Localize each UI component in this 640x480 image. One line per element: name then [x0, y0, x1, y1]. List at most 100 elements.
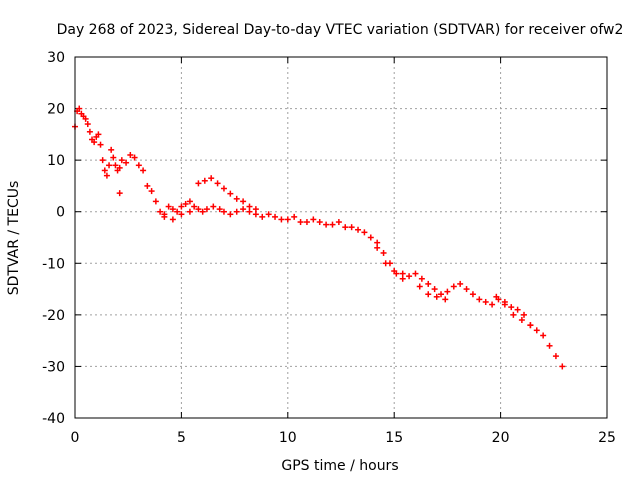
- y-tick-label: 30: [47, 50, 65, 66]
- y-axis-label: SDTVAR / TECUs: [6, 181, 22, 296]
- data-point: [374, 239, 381, 246]
- data-point: [527, 322, 534, 329]
- data-point: [112, 162, 119, 169]
- data-point: [342, 224, 349, 231]
- data-point: [103, 172, 110, 179]
- data-point: [457, 280, 464, 287]
- data-point: [442, 296, 449, 303]
- data-point: [227, 211, 234, 218]
- x-tick-label: 20: [492, 430, 510, 446]
- data-point: [399, 275, 406, 282]
- data-point: [201, 177, 208, 184]
- data-point: [418, 275, 425, 282]
- data-point: [240, 206, 247, 213]
- data-point: [406, 273, 413, 280]
- axis-ticks: 0 5 10 15 20 25 -40 -30 -20 -10 0 10 20 30: [42, 50, 616, 446]
- data-point: [91, 139, 98, 146]
- y-tick-label: -20: [42, 308, 65, 324]
- x-tick-label: 5: [177, 430, 186, 446]
- data-point: [152, 198, 159, 205]
- data-point: [438, 291, 445, 298]
- data-point: [518, 317, 525, 324]
- data-point: [521, 311, 528, 318]
- x-tick-label: 0: [71, 430, 80, 446]
- data-point: [161, 211, 168, 218]
- data-point: [425, 291, 432, 298]
- data-point: [82, 115, 89, 122]
- data-point: [482, 298, 489, 305]
- y-tick-label: 0: [56, 205, 65, 221]
- data-point: [291, 213, 298, 220]
- data-point: [310, 216, 317, 223]
- data-point: [493, 293, 500, 300]
- data-point: [233, 208, 240, 215]
- data-point: [106, 162, 113, 169]
- y-tick-label: 10: [47, 153, 65, 169]
- data-point: [355, 226, 362, 233]
- data-point: [476, 296, 483, 303]
- data-point: [178, 211, 185, 218]
- data-point: [382, 260, 389, 267]
- data-point: [399, 270, 406, 277]
- data-point: [216, 206, 223, 213]
- data-point: [220, 185, 227, 192]
- data-point: [514, 306, 521, 313]
- chart-title: Day 268 of 2023, Sidereal Day-to-day VTE…: [57, 22, 624, 38]
- data-point: [220, 208, 227, 215]
- data-point: [412, 270, 419, 277]
- data-point: [140, 167, 147, 174]
- data-point: [182, 200, 189, 207]
- data-point: [84, 121, 91, 128]
- data-point: [323, 221, 330, 228]
- data-point: [203, 206, 210, 213]
- data-point: [246, 208, 253, 215]
- data-point: [123, 159, 130, 166]
- data-point: [118, 157, 125, 164]
- data-point: [214, 180, 221, 187]
- data-point: [431, 286, 438, 293]
- data-point: [510, 311, 517, 318]
- data-point: [208, 175, 215, 182]
- x-axis-label: GPS time / hours: [281, 458, 398, 474]
- data-point: [335, 219, 342, 226]
- data-point: [131, 154, 138, 161]
- data-point: [425, 280, 432, 287]
- data-point: [116, 164, 123, 171]
- data-point: [374, 244, 381, 251]
- data-point: [195, 180, 202, 187]
- data-points: [72, 105, 566, 370]
- data-point: [552, 353, 559, 360]
- data-point: [240, 198, 247, 205]
- data-point: [127, 151, 134, 158]
- data-point: [278, 216, 285, 223]
- data-point: [97, 141, 104, 148]
- data-point: [433, 293, 440, 300]
- data-point: [174, 208, 181, 215]
- y-tick-label: 20: [47, 102, 65, 118]
- plot-frame: [74, 56, 608, 419]
- data-point: [316, 219, 323, 226]
- data-point: [233, 195, 240, 202]
- data-point: [444, 288, 451, 295]
- data-point: [246, 203, 253, 210]
- data-point: [101, 167, 108, 174]
- data-point: [501, 301, 508, 308]
- data-point: [329, 221, 336, 228]
- y-tick-label: -10: [42, 256, 65, 272]
- data-point: [450, 283, 457, 290]
- x-tick-label: 10: [279, 430, 297, 446]
- data-point: [265, 211, 272, 218]
- data-point: [210, 203, 217, 210]
- data-point: [361, 229, 368, 236]
- data-point: [108, 146, 115, 153]
- data-point: [144, 182, 151, 189]
- data-point: [297, 219, 304, 226]
- data-point: [559, 363, 566, 370]
- data-point: [135, 162, 142, 169]
- data-point: [284, 216, 291, 223]
- data-point: [416, 283, 423, 290]
- data-point: [303, 219, 310, 226]
- y-tick-label: -40: [42, 411, 65, 427]
- data-point: [178, 203, 185, 210]
- data-point: [86, 128, 93, 135]
